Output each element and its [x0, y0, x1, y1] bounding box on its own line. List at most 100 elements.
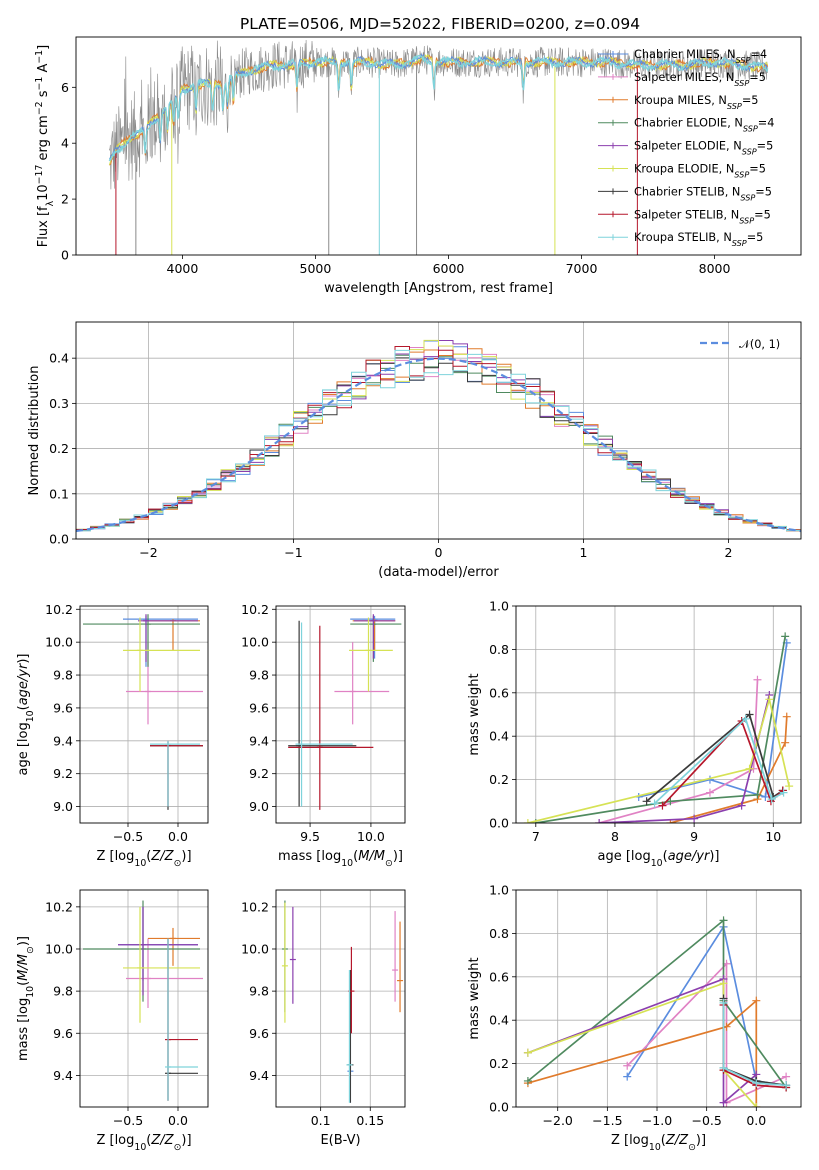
- legend-entry: Salpeter STELIB, NSSP=5: [634, 208, 771, 225]
- x-tick-label: −1.0: [642, 1113, 672, 1128]
- y-tick-label: 10.2: [241, 602, 269, 617]
- y-tick-label: 0.2: [489, 772, 509, 787]
- weight-marker: [523, 1048, 532, 1057]
- age-vs-mass-frame: [275, 605, 406, 824]
- weight-marker: [767, 795, 776, 804]
- weight-marker: [753, 790, 762, 799]
- weight-vs-age-frame: [515, 605, 802, 824]
- y-tick-label: 9.8: [53, 668, 73, 683]
- y-tick-label: 9.8: [249, 984, 269, 999]
- y-axis-label: Normed distribution: [27, 366, 42, 496]
- legend-entry: Salpeter MILES, NSSP=5: [634, 71, 766, 88]
- mass-vs-z-panel: −0.5 0.0 9.4 9.6 9.8 10.0 10.2 Z [log10(Z/Z⊙)] m…: [16, 889, 209, 1153]
- age-vs-mass-panel: 9.5 10.0 9.0 9.2 9.4 9.6 9.8 10.0 10.2 mass [log1…: [241, 602, 406, 869]
- y-tick-label: 1.0: [489, 599, 509, 614]
- weight-marker: [523, 1076, 532, 1085]
- y-tick-label: 10.2: [45, 899, 73, 914]
- x-tick-label: −2.0: [543, 1113, 573, 1128]
- weight-series-line: [527, 998, 758, 1107]
- y-tick-label: 9.6: [53, 1026, 73, 1041]
- weight-marker: [779, 788, 788, 797]
- age-vs-z-plot-area: [83, 614, 203, 810]
- y-tick-label: 9.2: [249, 766, 269, 781]
- x-tick-label: 7000: [566, 261, 598, 276]
- residual-histogram: [76, 349, 801, 539]
- x-tick-label: 0.1: [311, 1113, 331, 1128]
- x-tick-label: 0: [435, 545, 443, 560]
- x-tick-label: 1: [580, 545, 588, 560]
- x-tick-label: 2: [725, 545, 733, 560]
- weight-marker: [719, 916, 728, 925]
- weight-marker: [752, 996, 761, 1005]
- weight-marker: [666, 797, 675, 806]
- weight-marker: [623, 1072, 632, 1081]
- figure-title: PLATE=0506, MJD=52022, FIBERID=0200, z=0…: [240, 15, 640, 33]
- weight-marker: [782, 1081, 791, 1090]
- y-tick-label: 9.4: [249, 733, 269, 748]
- weight-series-line: [527, 982, 757, 1107]
- y-tick-label: 0.4: [489, 1013, 509, 1028]
- weight-vs-z-panel: −2.0 −1.5 −1.0 −0.5 0.0 0.0 0.2 0.4 0.6 0.8 1.0 Z […: [467, 883, 802, 1153]
- x-axis-label: Z [log10(Z/Z⊙)]: [96, 1133, 191, 1153]
- weight-vs-z-plot-area: [523, 916, 791, 1107]
- y-tick-label: 4: [61, 136, 69, 151]
- x-tick-label: 6000: [433, 261, 465, 276]
- x-tick-label: −0.5: [113, 829, 143, 844]
- weight-series-line: [661, 719, 784, 807]
- x-tick-label: 7: [532, 829, 540, 844]
- legend-entry: Chabrier MILES, NSSP=4: [634, 48, 767, 65]
- weight-marker: [658, 801, 667, 810]
- weight-marker: [781, 632, 790, 641]
- legend-entry: 𝒩(0, 1): [739, 338, 780, 351]
- weight-vs-age-panel: 7 8 9 10 0.0 0.2 0.4 0.6 0.8 1.0 age [log10(age/yr…: [467, 599, 802, 869]
- x-tick-label: 9: [690, 829, 698, 844]
- x-tick-label: −0.5: [113, 1113, 143, 1128]
- y-tick-label: 0.4: [489, 729, 509, 744]
- y-tick-label: 10.2: [45, 602, 73, 617]
- legend-entry: Chabrier STELIB, NSSP=5: [634, 185, 772, 202]
- mass-vs-ebv-panel: 0.1 0.15 9.4 9.6 9.8 10.0 10.2 E(B-V): [241, 889, 406, 1148]
- y-tick-label: 9.6: [249, 1026, 269, 1041]
- weight-marker: [745, 710, 754, 719]
- residuals-frame: [75, 321, 802, 540]
- weight-marker: [595, 819, 604, 823]
- weight-series-line: [670, 716, 788, 823]
- weight-marker: [781, 738, 790, 747]
- x-axis-label: (data-model)/error: [378, 565, 499, 580]
- mass-vs-z-frame: [79, 889, 209, 1108]
- weight-marker: [752, 1079, 761, 1088]
- y-tick-label: 10.0: [45, 635, 73, 650]
- y-axis-label: mass weight: [467, 673, 482, 755]
- weight-marker: [761, 792, 770, 801]
- y-axis-label: mass [log10(M/M⊙)]: [16, 936, 36, 1061]
- y-axis-label: age [log10(age/yr)]: [16, 653, 36, 775]
- y-tick-label: 9.4: [53, 733, 73, 748]
- y-axis-label: mass weight: [467, 957, 482, 1039]
- x-tick-label: −2: [139, 545, 157, 560]
- weight-marker: [741, 714, 750, 723]
- spectrum-model-line: [108, 52, 768, 161]
- weight-series-line: [638, 642, 788, 799]
- age-vs-mass-grid: [276, 606, 405, 823]
- age-vs-mass-plot-area: [288, 614, 402, 810]
- x-tick-label: 9.5: [300, 829, 320, 844]
- weight-marker: [745, 764, 754, 773]
- x-tick-label: 0.0: [168, 1113, 188, 1128]
- spectrum-model-line: [108, 54, 769, 162]
- y-tick-label: 9.4: [53, 1068, 73, 1083]
- x-axis-label: E(B-V): [320, 1133, 360, 1148]
- legend-entry: Chabrier ELODIE, NSSP=4: [634, 117, 774, 134]
- weight-marker: [752, 1103, 761, 1107]
- x-axis-label: age [log10(age/yr)]: [597, 849, 719, 869]
- x-tick-label: 10.0: [357, 829, 385, 844]
- weight-marker: [523, 819, 532, 823]
- y-tick-label: 0.2: [489, 1056, 509, 1071]
- weight-vs-age-plot-area: [523, 632, 794, 823]
- weight-series-line: [527, 699, 790, 823]
- y-tick-label: 9.8: [249, 668, 269, 683]
- y-tick-label: 0.8: [489, 642, 509, 657]
- y-tick-label: 9.0: [53, 799, 73, 814]
- legend-entry: Kroupa MILES, NSSP=5: [634, 94, 758, 111]
- age-vs-z-panel: −0.5 0.0 9.0 9.2 9.4 9.6 9.8 10.0 10.2 Z [log10(Z…: [16, 602, 209, 869]
